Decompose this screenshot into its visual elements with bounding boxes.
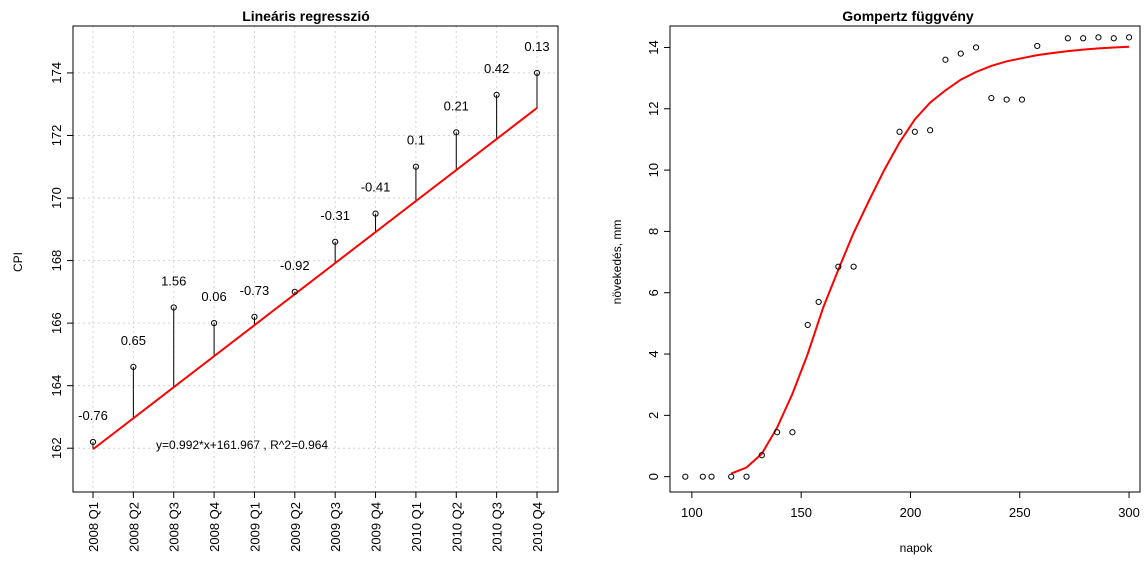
y-tick-label: 170 [49,187,64,209]
residual-label: -0.92 [280,258,310,273]
data-point [170,304,177,311]
y-axis-label: növekedés, mm [610,220,624,305]
y-tick-label: 4 [646,350,661,357]
plot-frame [72,25,559,493]
data-point [774,429,781,436]
x-tick-label: 2009 Q2 [288,502,303,552]
residual-label: -0.41 [361,180,391,195]
data-point [453,129,460,136]
y-tick-label: 8 [646,228,661,235]
chart-title: Gompertz függvény [842,8,974,24]
x-axis-label: napok [900,541,934,555]
residual-label: 0.06 [201,289,226,304]
residual-label: -0.31 [320,208,350,223]
residual-label: 0.42 [484,61,509,76]
data-point [728,473,735,480]
data-point [988,94,995,102]
residual-label: 0.65 [121,333,146,348]
residual-label: 0.21 [444,98,469,113]
x-tick-label: 2009 Q4 [369,502,384,552]
data-point [251,313,258,320]
data-point [130,363,137,370]
data-point [815,298,822,306]
x-tick-label: 2010 Q1 [409,502,424,552]
x-tick-label: 2010 Q4 [530,502,545,552]
gompertz-chart: Gompertz függvény növekedés, mm napok 10… [610,8,1141,555]
residual-label: 1.56 [161,273,186,288]
y-tick-label: 162 [49,437,64,459]
y-tick-label: 6 [646,289,661,296]
y-tick-label: 12 [646,102,661,116]
data-point [708,473,715,480]
data-point [412,163,420,170]
x-tick-label: 2008 Q2 [126,502,141,552]
data-point [850,263,857,270]
linear-regression-chart: Lineáris regresszió CPI 2008 Q1 2008 Q2 20… [11,8,559,552]
residual-label: 0.1 [407,133,425,148]
x-tick-label: 2008 Q1 [86,502,101,552]
data-point [372,210,379,217]
data-point [1003,96,1010,103]
x-tick-label: 100 [681,505,703,520]
y-tick-label: 168 [49,250,64,272]
data-point [533,69,541,77]
data-point [972,44,980,51]
grid [73,26,558,492]
x-tick-label: 300 [1118,505,1140,520]
x-tick-label: 250 [1009,505,1031,520]
x-tick-label: 2010 Q3 [490,502,505,552]
data-point [332,238,339,245]
x-tick-label: 2008 Q3 [167,502,182,552]
y-tick-label: 172 [49,125,64,147]
data-point [835,263,842,270]
data-point [89,438,97,446]
data-point [1110,35,1117,42]
data-point [1018,96,1026,103]
plot-frame [669,25,1141,493]
y-tick-label: 10 [646,163,661,177]
data-point [927,127,934,134]
data-point [804,321,811,329]
data-point [291,288,298,295]
data-point [699,473,706,480]
data-point [1095,34,1102,41]
data-point [210,320,218,327]
regression-equation: y=0.992*x+161.967 , R^2=0.964 [156,438,328,452]
residual-label: -0.76 [78,408,108,423]
data-point [1125,34,1133,41]
data-point [758,452,765,459]
data-point [942,56,949,63]
residual-label: 0.13 [524,39,549,54]
data-point [1034,42,1041,50]
y-tick-label: 174 [49,62,64,84]
data-point [957,50,964,57]
y-tick-label: 2 [646,412,661,419]
data-point [911,128,918,135]
data-point [743,473,750,480]
x-tick-label: 200 [900,505,922,520]
chart-title: Lineáris regresszió [242,8,370,24]
data-point [1080,35,1087,42]
x-tick-label: 150 [790,505,812,520]
data-point [1064,35,1071,42]
y-tick-label: 0 [646,473,661,480]
residual-label: -0.73 [240,283,270,298]
data-point [682,473,689,480]
x-tick-label: 2008 Q4 [207,502,222,552]
gompertz-curve [730,45,1130,475]
data-point [493,91,500,98]
data-point [789,429,796,436]
x-tick-label: 2010 Q2 [449,502,464,552]
data-point [896,128,903,135]
y-axis-label: CPI [11,252,25,272]
y-tick-label: 14 [646,40,661,54]
regression-line [92,107,538,451]
x-tick-label: 2009 Q3 [328,502,343,552]
y-tick-label: 166 [49,312,64,334]
y-tick-label: 164 [49,375,64,397]
x-tick-label: 2009 Q1 [247,502,262,552]
